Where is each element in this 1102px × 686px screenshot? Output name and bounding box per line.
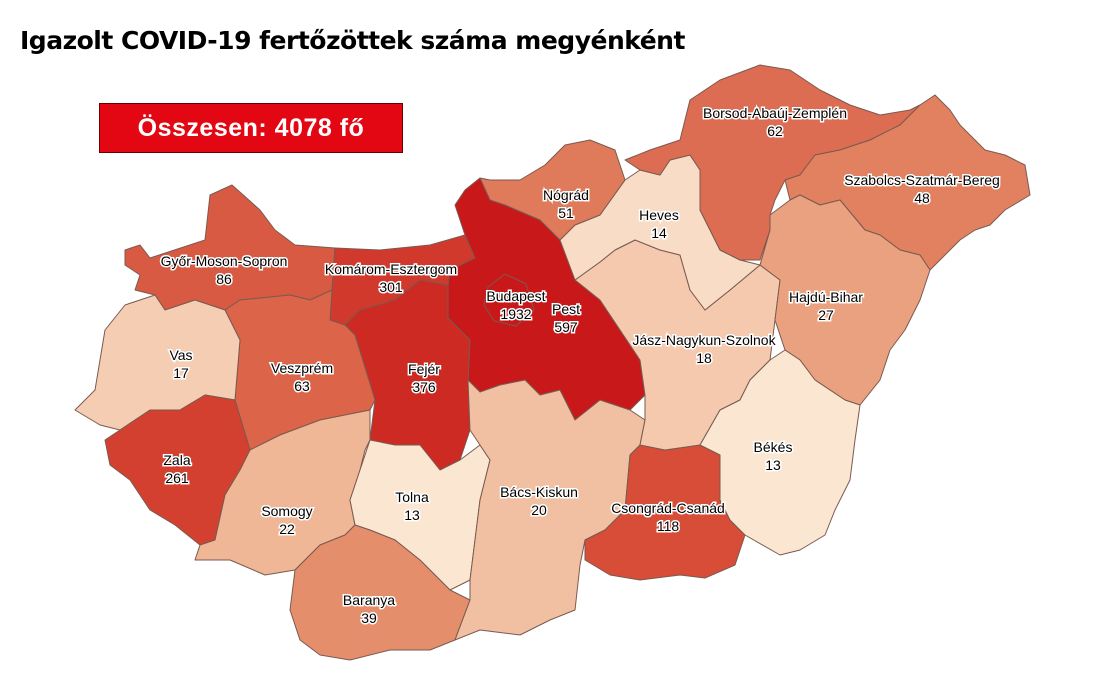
county-name-label: Baranya — [343, 592, 395, 608]
county-value-label: 597 — [554, 319, 578, 335]
county-value-label: 118 — [657, 518, 680, 534]
county-name-label: Békés — [754, 439, 793, 455]
county-name-label: Nógrád — [543, 187, 589, 203]
total-badge: Összesen: 4078 fő — [99, 103, 403, 153]
county-value-label: 14 — [651, 225, 667, 241]
county-hajdu-bihar — [759, 194, 931, 406]
county-name-label: Hajdú-Bihar — [789, 289, 863, 305]
county-name-label: Veszprém — [271, 360, 333, 376]
county-name-label: Budapest — [486, 288, 545, 304]
county-value-label: 1932 — [500, 306, 531, 322]
county-value-label: 261 — [165, 470, 189, 486]
county-value-label: 27 — [818, 307, 834, 323]
map-title: Igazolt COVID-19 fertőzöttek száma megyé… — [20, 26, 685, 55]
county-value-label: 18 — [696, 350, 712, 366]
county-name-label: Vas — [169, 347, 192, 363]
county-value-label: 13 — [765, 457, 781, 473]
county-value-label: 39 — [361, 610, 377, 626]
county-name-label: Győr-Moson-Sopron — [161, 253, 288, 269]
county-bekes — [699, 349, 861, 556]
county-name-label: Somogy — [261, 503, 312, 519]
county-name-label: Csongrád-Csanád — [611, 500, 725, 516]
county-budapest — [483, 273, 535, 327]
county-value-label: 22 — [279, 521, 295, 537]
county-value-label: 63 — [294, 378, 310, 394]
county-name-label: Jász-Nagykun-Szolnok — [632, 332, 776, 348]
county-name-label: Heves — [639, 207, 679, 223]
county-value-label: 376 — [412, 379, 436, 395]
county-value-label: 301 — [379, 279, 403, 295]
county-name-label: Borsod-Abaúj-Zemplén — [703, 105, 847, 121]
county-name-label: Fejér — [408, 361, 440, 377]
county-value-label: 51 — [558, 205, 574, 221]
county-name-label: Tolna — [395, 489, 429, 505]
county-value-label: 62 — [767, 123, 783, 139]
county-name-label: Zala — [163, 452, 190, 468]
county-name-label: Pest — [552, 301, 580, 317]
county-nograd — [479, 139, 626, 241]
county-name-label: Komárom-Esztergom — [325, 261, 457, 277]
county-value-label: 48 — [914, 190, 930, 206]
county-value-label: 86 — [216, 271, 232, 287]
county-value-label: 20 — [531, 502, 547, 518]
county-gyor-moson-sopron — [124, 184, 336, 311]
county-name-label: Bács-Kiskun — [500, 484, 578, 500]
county-value-label: 13 — [404, 507, 420, 523]
county-value-label: 17 — [173, 365, 189, 381]
county-name-label: Szabolcs-Szatmár-Bereg — [844, 172, 1000, 188]
